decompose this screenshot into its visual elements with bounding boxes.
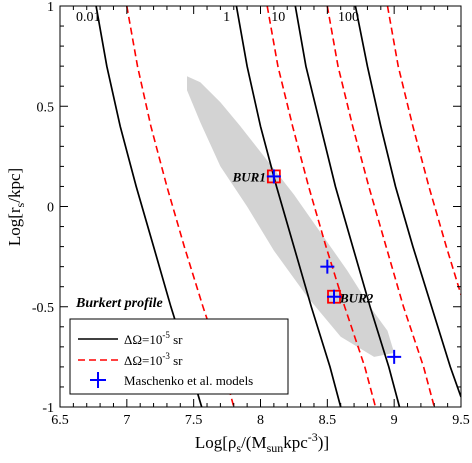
legend-item-maschenko: Maschenko et al. models [124,373,253,388]
shaded-region [187,76,395,357]
dashed-curve-100 [386,6,461,295]
legend-item-dashed: ΔΩ=10-3 sr [124,351,183,368]
ticks-layer: 6.5 7 7.5 8 8.5 9 9.5 -1 -0.5 0 0.5 1 [32,0,470,428]
x-tick-label: 9 [391,413,398,428]
y-tick-label: 1 [47,0,54,15]
dashed-curve-1 [266,6,377,407]
markers-layer [266,169,402,364]
x-tick-label: 8.5 [319,413,337,428]
dashed-curve-10 [326,6,436,407]
curve-labels-layer: 0.01 1 10 100 [76,10,359,25]
solid-curve-1 [235,6,342,407]
y-tick-label: -1 [42,401,54,416]
x-tick-label: 9.5 [452,413,470,428]
legend-item-solid: ΔΩ=10-5 sr [124,330,183,347]
x-axis-title: Log[ρs/(Msunkpc-3)] [195,430,329,455]
curve-label: 10 [271,10,285,25]
curve-label: 0.01 [76,10,101,25]
shaded-region-layer [187,76,395,357]
x-tick-label: 8 [257,413,264,428]
solid-curve-10 [294,6,401,407]
curve-label: 100 [338,10,359,25]
marker-plus [387,349,402,364]
y-tick-label: 0.5 [37,100,55,115]
legend: ΔΩ=10-5 sr ΔΩ=10-3 sr Maschenko et al. m… [69,318,289,395]
x-tick-label: 7 [123,413,130,428]
legend-box [69,318,289,395]
marker-plus [327,289,342,304]
marker-plus [266,169,281,184]
legend-swatch-plus-marker [90,372,106,388]
x-tick-label: 7.5 [185,413,203,428]
annotation-bur1: BUR1 [232,169,266,184]
x-tick-label: 6.5 [51,413,69,428]
solid-curve-100 [354,6,461,398]
curve-label: 1 [223,10,230,25]
profile-label: Burkert profile [75,296,163,311]
annotation-bur2: BUR2 [339,291,374,306]
marker-plus [320,259,335,274]
y-axis-title: Log[rs/kpc] [5,168,27,246]
y-tick-label: -0.5 [32,301,54,316]
y-tick-label: 0 [47,201,54,216]
